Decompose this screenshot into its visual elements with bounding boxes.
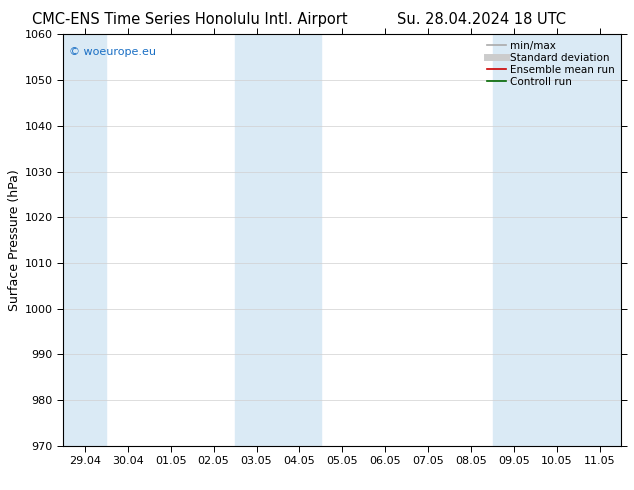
Text: Su. 28.04.2024 18 UTC: Su. 28.04.2024 18 UTC [398,12,566,27]
Y-axis label: Surface Pressure (hPa): Surface Pressure (hPa) [8,169,21,311]
Bar [493,34,621,446]
Text: CMC-ENS Time Series Honolulu Intl. Airport: CMC-ENS Time Series Honolulu Intl. Airpo… [32,12,348,27]
Bar [63,34,107,446]
Legend: min/max, Standard deviation, Ensemble mean run, Controll run: min/max, Standard deviation, Ensemble me… [484,37,618,90]
Text: © woeurope.eu: © woeurope.eu [69,47,156,57]
Bar [235,34,321,446]
